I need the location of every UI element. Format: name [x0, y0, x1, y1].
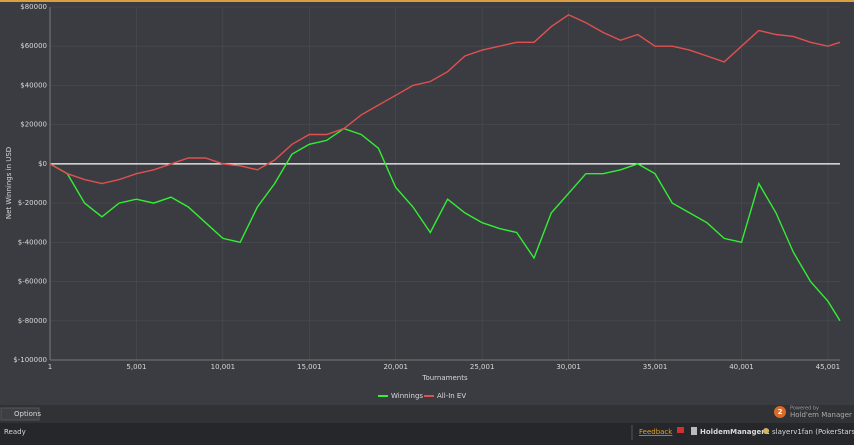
x-tick-label: 45,001: [816, 363, 841, 371]
options-button[interactable]: [0, 407, 40, 421]
series-line: [49, 127, 841, 322]
y-tick-label: $-100000: [13, 356, 47, 364]
y-tick-label: $80000: [20, 3, 47, 11]
logo: [774, 406, 786, 418]
options-bar: [0, 405, 854, 423]
powered-by: Powered by: [790, 406, 819, 412]
x-tick-label: 10,001: [211, 363, 236, 371]
user-name: slayerv1fan (PokerStars): [772, 428, 854, 436]
y-tick-label: $40000: [20, 81, 47, 89]
logo-number: 2: [778, 408, 783, 416]
y-tick-label: $60000: [20, 42, 47, 50]
x-tick-label: 1: [48, 363, 52, 371]
y-axis-label: Net Winnings in USD: [5, 147, 13, 219]
x-axis-label: Tournaments: [421, 374, 468, 382]
x-tick-label: 40,001: [729, 363, 754, 371]
x-tick-label: 5,001: [126, 363, 146, 371]
feedback-link[interactable]: Feedback: [639, 428, 673, 436]
x-tick-label: 15,001: [297, 363, 322, 371]
user-icon: [763, 428, 769, 434]
x-tick-label: 30,001: [556, 363, 581, 371]
brand: Hold'em Manager: [790, 411, 852, 419]
app-icon: [691, 427, 697, 435]
y-tick-label: $0: [38, 160, 47, 168]
y-tick-label: $20000: [20, 121, 47, 129]
series-line: [49, 13, 841, 185]
legend-label: All-In EV: [437, 392, 466, 400]
legend-label: Winnings: [391, 392, 423, 400]
status-bar: [0, 423, 854, 445]
app-name: HoldemManager2: [700, 428, 770, 436]
chart-background: [0, 0, 854, 405]
x-tick-label: 25,001: [470, 363, 495, 371]
y-tick-label: $-20000: [18, 199, 47, 207]
window-border: [0, 0, 854, 2]
x-tick-label: 20,001: [383, 363, 408, 371]
x-tick-label: 35,001: [643, 363, 668, 371]
y-tick-label: $-60000: [18, 278, 47, 286]
options-label[interactable]: Options: [14, 410, 41, 418]
y-tick-label: $-40000: [18, 238, 47, 246]
flag-icon: [677, 427, 684, 433]
status-text: Ready: [4, 428, 26, 436]
y-tick-label: $-80000: [18, 317, 47, 325]
